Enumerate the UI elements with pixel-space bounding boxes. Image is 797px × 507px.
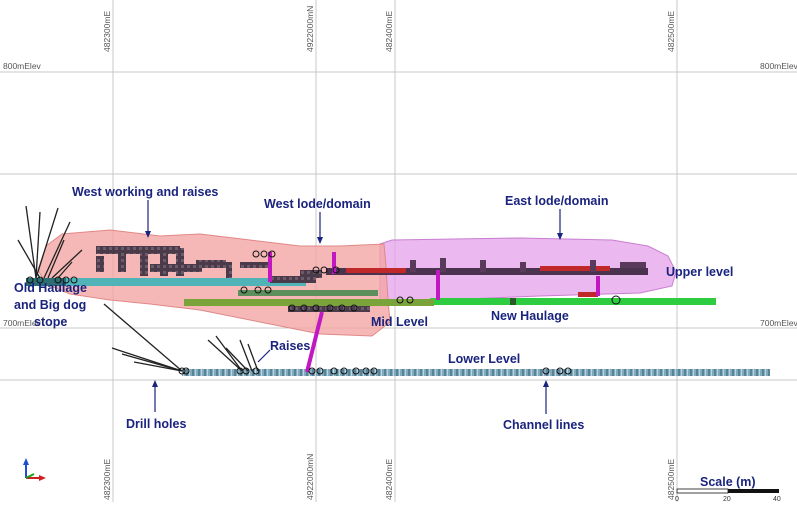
easting-labels-bottom: 482300mE 4922000mN 482400mE 482500mE	[102, 454, 676, 500]
y-axis-icon	[25, 473, 35, 479]
annotations: West working and raises West lode/domain…	[14, 185, 733, 432]
axes-orientation-icon	[23, 458, 46, 481]
channel-samples	[26, 250, 621, 375]
scale-title: Scale (m)	[700, 475, 756, 489]
easting-labels-top: 482300mE 4922000mN 482400mE 482500mE	[102, 6, 676, 52]
elev-800-right: 800mElev	[760, 61, 797, 71]
easting-bottom-3: 482400mE	[384, 459, 394, 500]
scale-tick-20: 20	[723, 496, 731, 502]
label-old-haulage-line2: and Big dog	[14, 298, 86, 312]
mid-level-drive-upper	[238, 290, 378, 296]
new-haulage-dark-segment	[510, 298, 516, 305]
label-old-haulage-line1: Old Haulage	[14, 281, 87, 295]
label-west-working: West working and raises	[72, 185, 218, 199]
old-haulage-dark	[26, 278, 66, 286]
scale-tick-0: 0	[675, 496, 679, 502]
easting-top-1: 482300mE	[102, 11, 112, 52]
label-west-lode: West lode/domain	[264, 197, 371, 211]
label-mid-level: Mid Level	[371, 315, 428, 329]
old-haulage-drive	[26, 278, 306, 286]
mid-level-drive	[184, 299, 434, 306]
west-workings	[96, 246, 370, 312]
easting-bottom-1: 482300mE	[102, 459, 112, 500]
label-raises: Raises	[270, 339, 310, 353]
label-drill-holes: Drill holes	[126, 417, 186, 431]
elev-800-left: 800mElev	[3, 61, 42, 71]
label-channel-lines: Channel lines	[503, 418, 584, 432]
label-lower-level: Lower Level	[448, 352, 520, 366]
upper-level-workings	[326, 258, 648, 297]
new-haulage-drive	[430, 298, 716, 305]
scale-tick-40: 40	[773, 496, 781, 502]
elevation-labels: 800mElev 800mElev 700mElev 700mElev	[3, 61, 797, 328]
easting-top-3: 482400mE	[384, 11, 394, 52]
label-east-lode: East lode/domain	[505, 194, 609, 208]
lower-level-drive	[182, 369, 770, 376]
elev-700-left: 700mElev	[3, 318, 42, 328]
easting-bottom-2: 4922000mN	[305, 454, 315, 500]
raises	[268, 252, 600, 373]
scale-bar: Scale (m) 0 20 40	[675, 475, 781, 503]
label-old-haulage-line3: stope	[34, 315, 67, 329]
label-new-haulage: New Haulage	[491, 309, 569, 323]
label-upper-level: Upper level	[666, 265, 733, 279]
elev-700-right: 700mElev	[760, 318, 797, 328]
easting-bottom-4: 482500mE	[666, 459, 676, 500]
easting-top-2: 4922000mN	[305, 6, 315, 52]
drill-holes	[17, 205, 259, 372]
easting-top-4: 482500mE	[666, 11, 676, 52]
